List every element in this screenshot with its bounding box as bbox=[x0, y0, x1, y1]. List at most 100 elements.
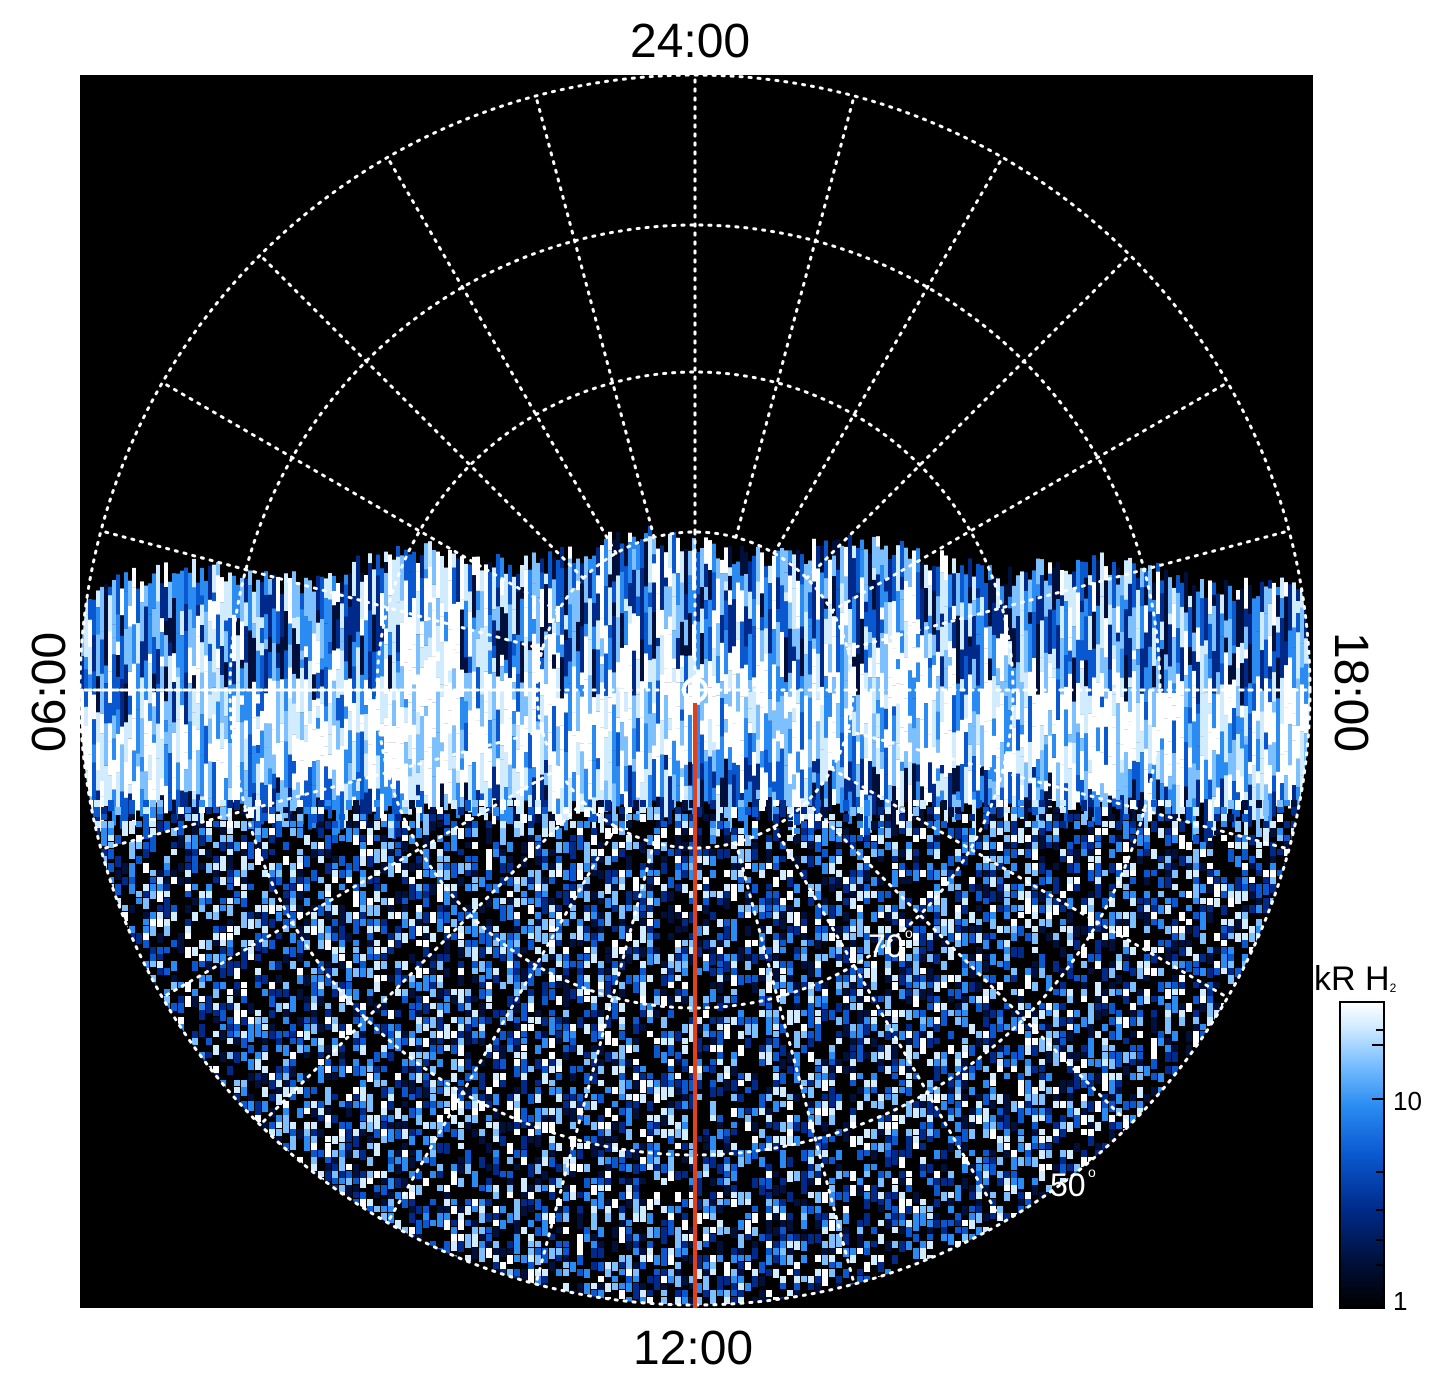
emission-streak bbox=[644, 723, 648, 769]
emission-speckle bbox=[927, 849, 933, 855]
emission-speckle bbox=[444, 856, 450, 862]
emission-speckle bbox=[647, 940, 653, 951]
emission-streak bbox=[964, 718, 968, 733]
emission-streak bbox=[1276, 698, 1280, 731]
emission-speckle bbox=[150, 842, 156, 852]
emission-speckle bbox=[773, 835, 779, 841]
emission-streak bbox=[1068, 607, 1072, 638]
emission-streak bbox=[824, 798, 828, 839]
emission-speckle bbox=[766, 891, 772, 899]
emission-speckle bbox=[1228, 933, 1234, 939]
emission-speckle bbox=[262, 919, 268, 928]
emission-streak bbox=[1020, 725, 1024, 735]
emission-speckle bbox=[1144, 891, 1150, 899]
emission-speckle bbox=[591, 933, 597, 940]
emission-speckle bbox=[465, 940, 471, 950]
emission-streak bbox=[1180, 647, 1184, 682]
emission-streak bbox=[772, 710, 776, 739]
emission-speckle bbox=[150, 947, 156, 954]
emission-streak bbox=[452, 567, 456, 604]
emission-streak bbox=[160, 618, 164, 633]
emission-streak bbox=[412, 551, 416, 598]
emission-speckle bbox=[101, 835, 107, 846]
emission-speckle bbox=[829, 884, 835, 892]
emission-streak bbox=[872, 677, 876, 714]
emission-streak bbox=[952, 674, 956, 685]
emission-speckle bbox=[94, 821, 100, 828]
emission-speckle bbox=[661, 891, 667, 902]
emission-streak bbox=[632, 569, 636, 614]
emission-speckle bbox=[164, 856, 170, 866]
emission-streak bbox=[200, 755, 204, 797]
emission-streak bbox=[476, 761, 480, 791]
emission-speckle bbox=[1109, 891, 1115, 899]
emission-streak bbox=[972, 616, 976, 659]
emission-streak bbox=[796, 703, 800, 752]
emission-speckle bbox=[570, 912, 576, 919]
emission-speckle bbox=[1137, 828, 1143, 839]
emission-streak bbox=[156, 758, 160, 803]
emission-streak bbox=[688, 655, 692, 685]
emission-speckle bbox=[1172, 870, 1178, 878]
emission-speckle bbox=[633, 842, 639, 849]
emission-streak bbox=[276, 643, 280, 653]
emission-speckle bbox=[241, 884, 247, 890]
emission-streak bbox=[1296, 725, 1300, 759]
emission-speckle bbox=[612, 814, 618, 825]
emission-speckle bbox=[1130, 912, 1136, 922]
emission-speckle bbox=[1228, 800, 1234, 809]
emission-speckle bbox=[577, 835, 583, 844]
emission-speckle bbox=[605, 828, 611, 839]
emission-streak bbox=[276, 680, 280, 706]
emission-streak bbox=[552, 654, 556, 669]
emission-speckle bbox=[1130, 891, 1136, 900]
emission-speckle bbox=[535, 891, 541, 899]
emission-streak bbox=[748, 781, 752, 802]
emission-speckle bbox=[668, 849, 674, 856]
emission-speckle bbox=[1088, 933, 1094, 939]
emission-streak bbox=[440, 742, 444, 751]
emission-streak bbox=[836, 737, 840, 761]
emission-streak bbox=[1108, 624, 1112, 640]
emission-streak bbox=[932, 565, 936, 591]
emission-speckle bbox=[360, 821, 366, 829]
emission-streak bbox=[356, 691, 360, 733]
emission-speckle bbox=[647, 905, 653, 913]
emission-streak bbox=[740, 575, 744, 591]
emission-streak bbox=[912, 550, 916, 596]
emission-streak bbox=[320, 703, 324, 737]
emission-speckle bbox=[829, 933, 835, 941]
emission-streak bbox=[608, 731, 612, 762]
emission-speckle bbox=[1039, 835, 1045, 844]
emission-speckle bbox=[997, 856, 1003, 866]
emission-streak bbox=[988, 788, 992, 806]
emission-speckle bbox=[129, 807, 135, 816]
emission-streak bbox=[392, 559, 396, 604]
emission-streak bbox=[988, 564, 992, 581]
emission-speckle bbox=[318, 814, 324, 821]
emission-streak bbox=[548, 634, 552, 661]
emission-speckle bbox=[185, 877, 191, 885]
emission-streak bbox=[1204, 654, 1208, 693]
emission-speckle bbox=[1081, 842, 1087, 853]
emission-speckle bbox=[262, 940, 268, 947]
emission-streak bbox=[784, 765, 788, 807]
emission-streak bbox=[940, 686, 944, 722]
emission-streak bbox=[140, 677, 144, 719]
emission-speckle bbox=[584, 905, 590, 913]
emission-speckle bbox=[535, 947, 541, 954]
emission-streak bbox=[560, 788, 564, 827]
emission-streak bbox=[364, 753, 368, 777]
emission-streak bbox=[384, 644, 388, 659]
emission-speckle bbox=[871, 835, 877, 841]
emission-streak bbox=[108, 702, 112, 724]
emission-speckle bbox=[185, 856, 191, 862]
emission-streak bbox=[840, 583, 844, 613]
emission-streak bbox=[956, 683, 960, 731]
emission-streak bbox=[784, 601, 788, 638]
emission-streak bbox=[872, 742, 876, 767]
emission-streak bbox=[1276, 730, 1280, 772]
emission-streak bbox=[1180, 759, 1184, 768]
emission-speckle bbox=[94, 807, 100, 817]
emission-streak bbox=[308, 692, 312, 711]
